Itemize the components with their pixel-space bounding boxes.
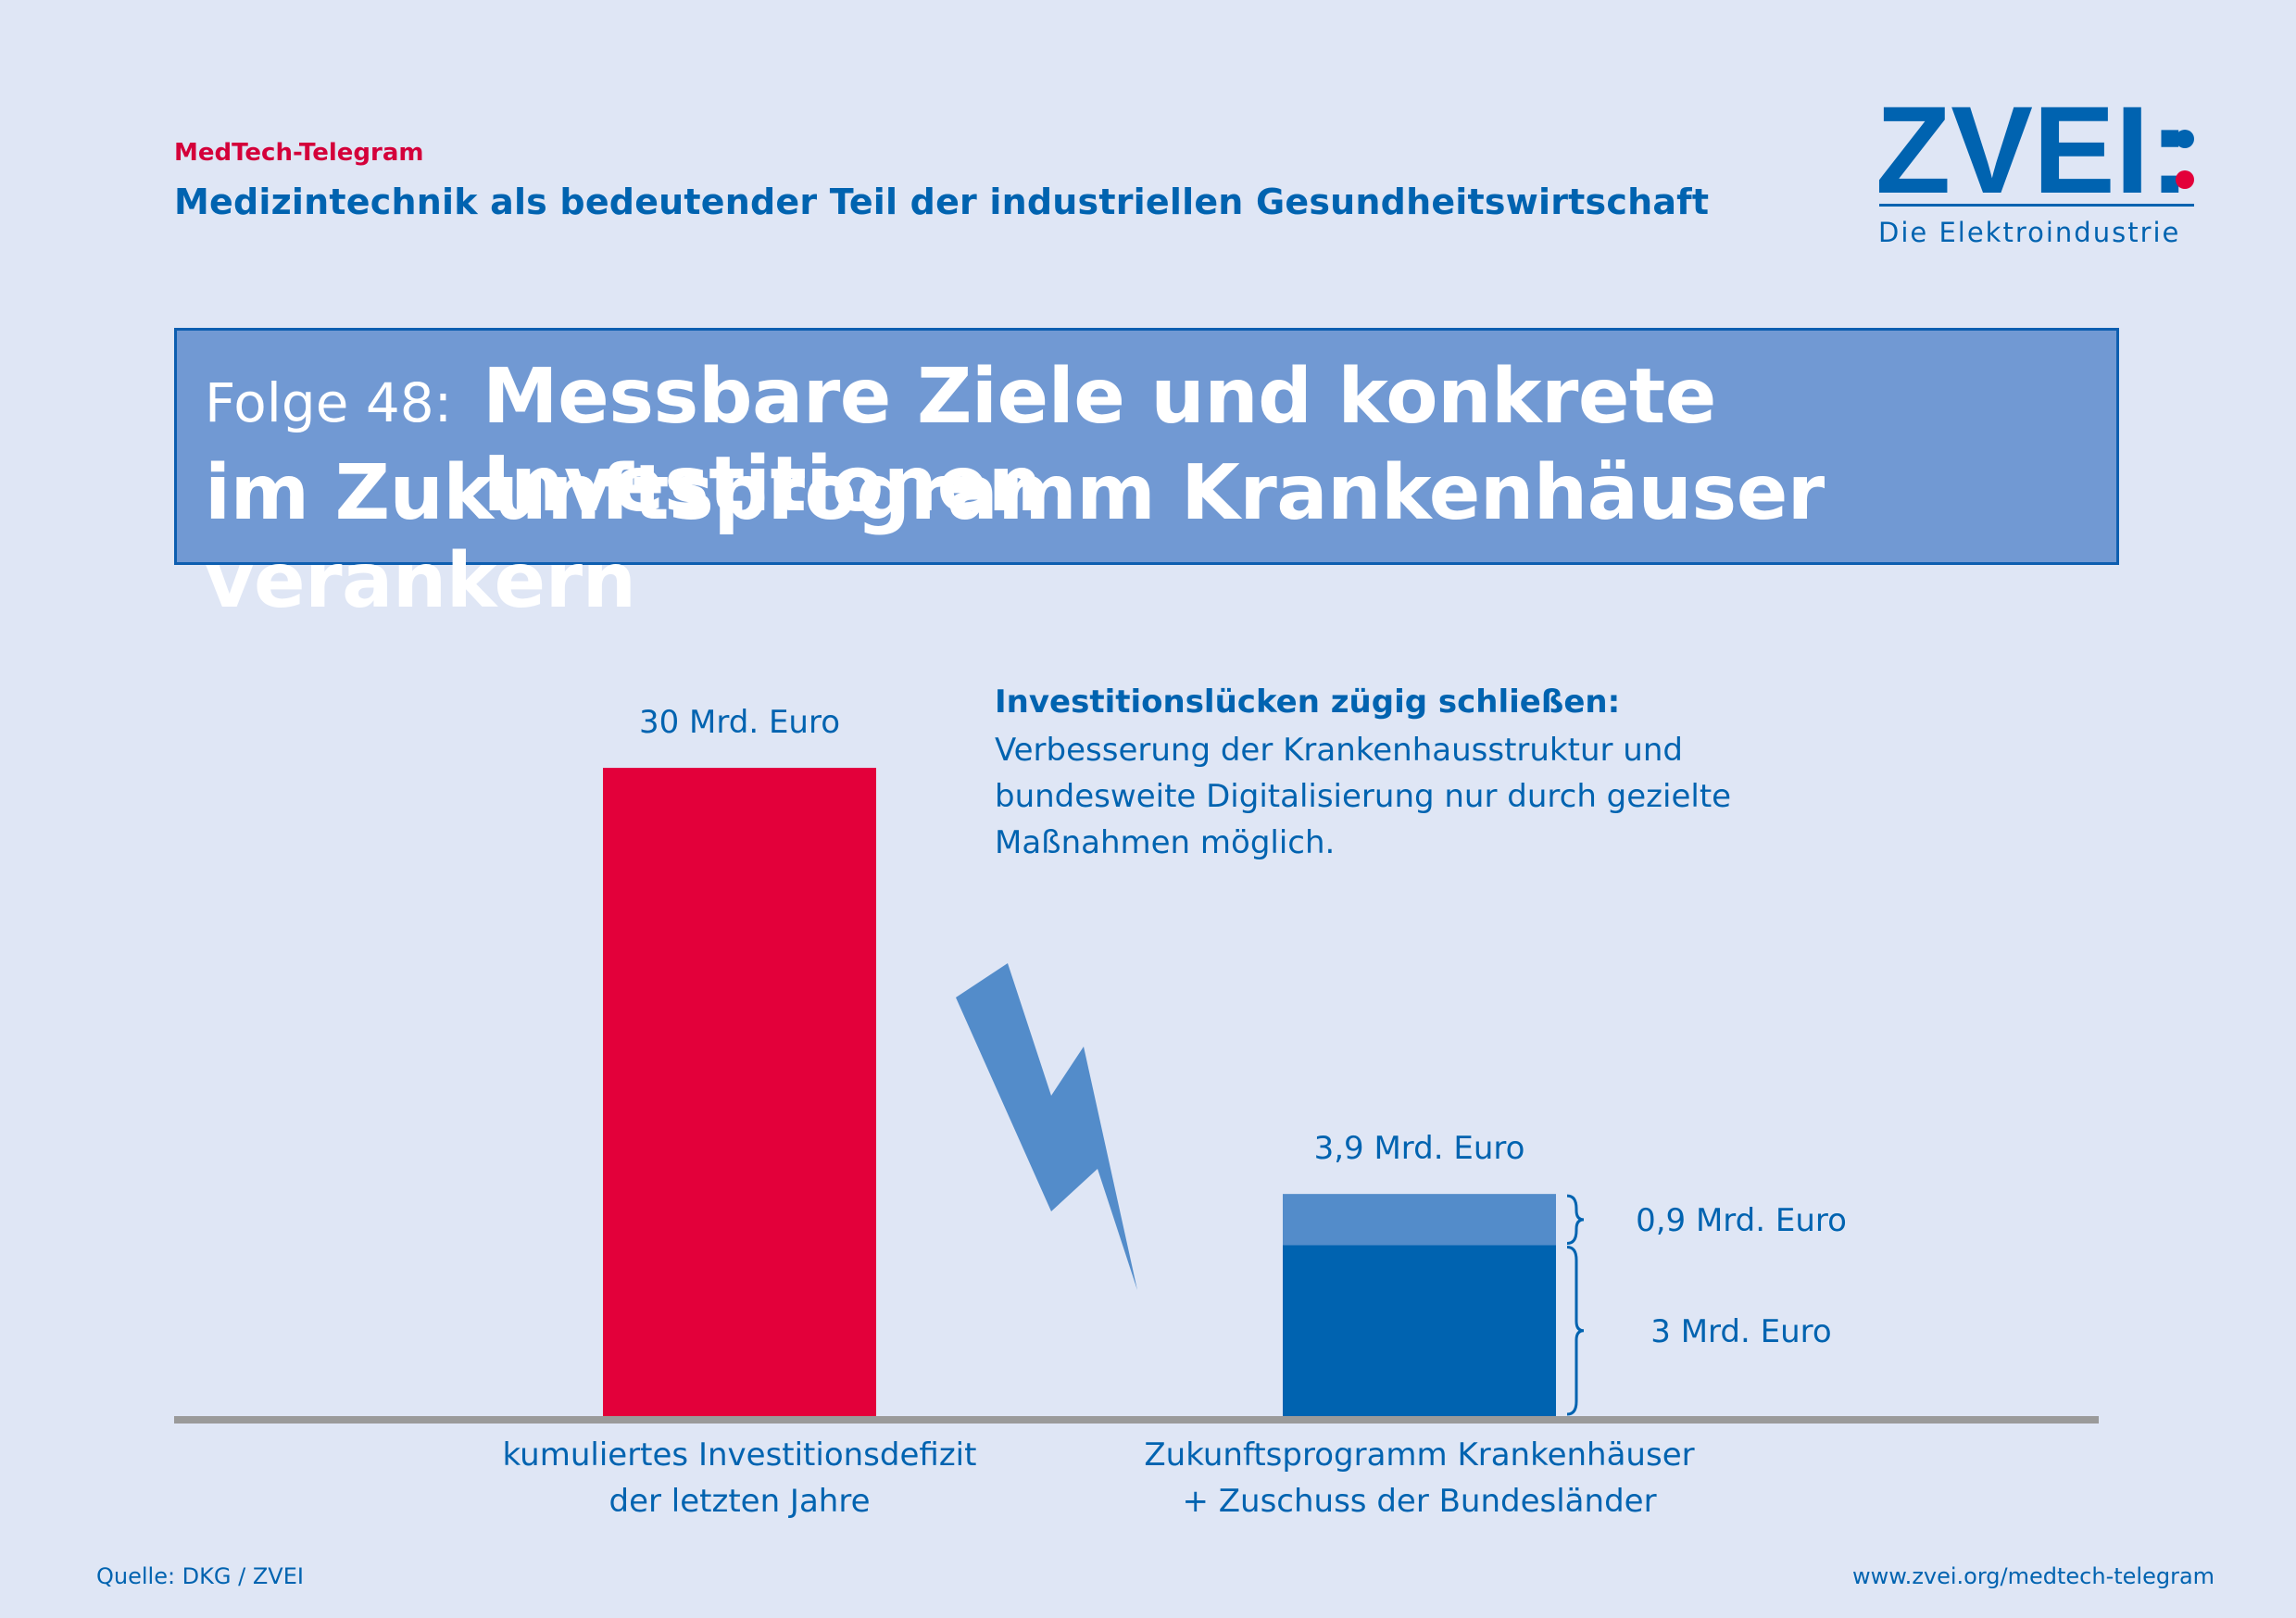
bar-segment: [1283, 1245, 1556, 1416]
category-label: der letzten Jahre: [609, 1483, 871, 1520]
zvei-logo-dot-blue: [2176, 130, 2194, 148]
segment-value-label: 0,9 Mrd. Euro: [1636, 1202, 1847, 1239]
bar-total-label: 3,9 Mrd. Euro: [1314, 1130, 1525, 1167]
segment-value-label: 3 Mrd. Euro: [1650, 1313, 1831, 1350]
bar-segment: [603, 768, 876, 1416]
title-line-1: Messbare Ziele und konkrete Investitione…: [483, 353, 1716, 529]
note-line: Maßnahmen möglich.: [995, 824, 1336, 861]
labels-layer: 30 Mrd. Euro kumuliertes Investitionsdefi…: [503, 704, 1847, 1520]
zvei-logo-rule: [1879, 204, 2194, 207]
category-label: + Zuschuss der Bundesländer: [1182, 1483, 1656, 1520]
note-heading: Investitionslücken zügig schließen:: [995, 684, 1621, 721]
brace-icon: [1566, 1194, 1585, 1245]
bars-layer: [603, 768, 1556, 1416]
zvei-logo-wordmark: ZVEI:: [1876, 93, 2190, 219]
website-link[interactable]: www.zvei.org/medtech-telegram: [1852, 1563, 2215, 1589]
title-episode: Folge 48:: [205, 371, 453, 434]
kicker-label: MedTech-Telegram: [174, 139, 424, 167]
bar-segment: [1283, 1194, 1556, 1246]
page-subtitle: Medizintechnik als bedeutender Teil der …: [174, 182, 1710, 222]
note-line: Verbesserung der Krankenhausstruktur und: [995, 732, 1683, 769]
title-line-2: im Zukunftsprogramm Krankenhäuser verank…: [205, 449, 1825, 625]
brace-icon: [1566, 1246, 1585, 1416]
lightning-icon: [956, 963, 1137, 1290]
note-line: bundesweite Digitalisierung nur durch ge…: [995, 778, 1732, 815]
bar-total-label: 30 Mrd. Euro: [639, 704, 840, 741]
zvei-logo-dot-red: [2176, 170, 2194, 189]
category-label: kumuliertes Investitionsdefizit: [503, 1436, 977, 1474]
zvei-logo: ZVEI:: [1876, 93, 2194, 219]
zvei-logo-tagline: Die Elektroindustrie: [1878, 217, 2181, 248]
title-box: Folge 48: Messbare Ziele und konkrete In…: [174, 328, 2119, 625]
source-note: Quelle: DKG / ZVEI: [96, 1563, 304, 1589]
category-label: Zukunftsprogramm Krankenhäuser: [1144, 1436, 1694, 1474]
